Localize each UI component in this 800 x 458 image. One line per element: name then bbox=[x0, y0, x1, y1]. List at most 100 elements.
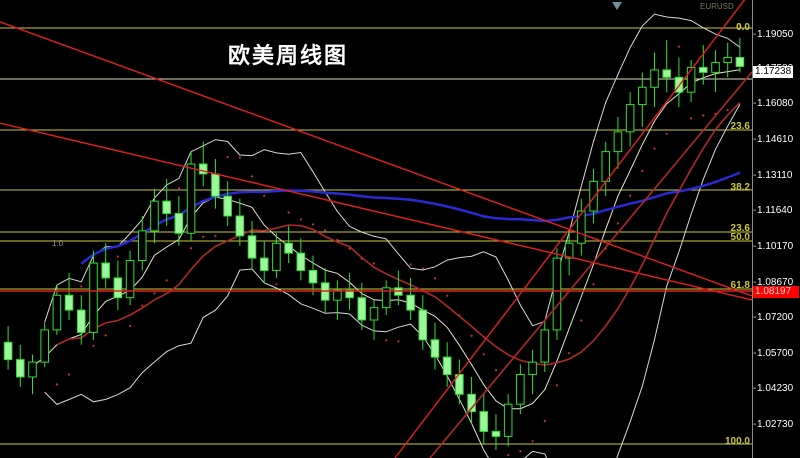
candlestick[interactable] bbox=[28, 354, 37, 395]
candle-body bbox=[64, 294, 74, 311]
candlestick[interactable] bbox=[552, 248, 562, 340]
candlestick[interactable] bbox=[89, 250, 98, 340]
candlestick[interactable] bbox=[589, 168, 598, 224]
candle-body bbox=[686, 66, 696, 93]
price-axis-tick-label: 1.16080 bbox=[757, 98, 794, 109]
candlestick[interactable] bbox=[40, 322, 49, 368]
candlestick[interactable] bbox=[308, 255, 318, 296]
candle-body bbox=[589, 180, 598, 212]
candlestick[interactable] bbox=[137, 216, 147, 271]
sar-dot bbox=[482, 353, 485, 356]
price-axis-tick-label: 1.19050 bbox=[757, 29, 794, 40]
candle-body bbox=[442, 356, 452, 375]
candlestick[interactable] bbox=[162, 178, 171, 226]
candlestick[interactable] bbox=[503, 394, 513, 447]
candlestick[interactable] bbox=[64, 272, 74, 320]
chart-canvas[interactable] bbox=[0, 0, 752, 458]
candlestick[interactable] bbox=[467, 376, 476, 424]
candlestick[interactable] bbox=[723, 42, 732, 78]
candlestick[interactable] bbox=[711, 50, 720, 93]
tick-dash-icon: - bbox=[753, 29, 757, 40]
sar-dot bbox=[92, 344, 95, 347]
candlestick[interactable] bbox=[369, 300, 379, 340]
sar-dot bbox=[202, 235, 205, 238]
candlestick[interactable] bbox=[125, 250, 135, 306]
candle-body bbox=[406, 294, 415, 311]
candlestick[interactable] bbox=[625, 92, 635, 147]
fibonacci-level-label: 61.8 bbox=[730, 280, 750, 291]
trendline-steep-ascending[interactable] bbox=[394, 0, 752, 458]
candlestick[interactable] bbox=[52, 285, 62, 335]
candlestick[interactable] bbox=[76, 295, 86, 345]
sar-dot bbox=[214, 234, 217, 237]
candlestick[interactable] bbox=[650, 52, 659, 108]
candlestick[interactable] bbox=[174, 196, 184, 246]
candlestick[interactable] bbox=[430, 322, 440, 370]
chart-plot-area[interactable] bbox=[0, 0, 752, 458]
candlestick[interactable] bbox=[16, 344, 25, 387]
candlestick[interactable] bbox=[699, 45, 708, 85]
candle-body bbox=[211, 173, 220, 197]
candlestick-series[interactable] bbox=[3, 37, 745, 450]
price-axis-tick: -1.04230 bbox=[753, 384, 800, 394]
sar-dot bbox=[507, 454, 510, 457]
candlestick[interactable] bbox=[150, 188, 159, 244]
candlestick[interactable] bbox=[223, 181, 232, 226]
candle-body bbox=[223, 195, 232, 217]
candlestick[interactable] bbox=[662, 40, 672, 93]
candlestick[interactable] bbox=[259, 240, 269, 283]
candlestick[interactable] bbox=[735, 37, 745, 73]
candle-body bbox=[162, 200, 171, 215]
tick-dash-icon: - bbox=[753, 383, 757, 394]
trendline-descending[interactable] bbox=[0, 20, 752, 297]
candlestick[interactable] bbox=[198, 141, 208, 187]
sar-dot bbox=[616, 222, 620, 225]
candlestick[interactable] bbox=[528, 349, 537, 395]
sar-dot bbox=[665, 132, 668, 135]
candlestick[interactable] bbox=[540, 320, 550, 372]
tick-dash-icon: - bbox=[753, 205, 757, 216]
candle-body bbox=[101, 262, 110, 279]
candlestick[interactable] bbox=[577, 198, 586, 256]
candlestick[interactable] bbox=[638, 72, 647, 127]
sar-dot bbox=[177, 187, 180, 190]
sar-dot bbox=[153, 292, 156, 295]
trendlines-group[interactable] bbox=[0, 0, 752, 458]
tick-dash-icon: - bbox=[753, 277, 757, 288]
parabolic-sar-dots bbox=[55, 24, 742, 457]
candlestick[interactable] bbox=[211, 159, 220, 209]
candlestick[interactable] bbox=[455, 359, 464, 405]
candlestick[interactable] bbox=[613, 116, 623, 169]
price-axis-tick-label: 1.08670 bbox=[757, 277, 794, 288]
candlestick[interactable] bbox=[381, 280, 391, 316]
candlestick[interactable] bbox=[272, 233, 281, 278]
price-axis-tick: -1.14610 bbox=[753, 135, 800, 145]
candlestick[interactable] bbox=[601, 141, 611, 197]
candlestick[interactable] bbox=[516, 364, 525, 415]
candle-body bbox=[137, 230, 147, 262]
candlestick[interactable] bbox=[491, 414, 501, 450]
candlestick[interactable] bbox=[235, 198, 245, 246]
candlestick[interactable] bbox=[247, 220, 257, 271]
candlestick[interactable] bbox=[113, 260, 123, 311]
sar-dot bbox=[116, 255, 119, 258]
candlestick[interactable] bbox=[418, 295, 428, 350]
trendline-support-ascending[interactable] bbox=[429, 71, 752, 458]
candlestick[interactable] bbox=[442, 342, 452, 387]
candlestick[interactable] bbox=[686, 60, 696, 103]
candlestick[interactable] bbox=[406, 277, 415, 320]
candlestick[interactable] bbox=[296, 238, 306, 281]
candlestick[interactable] bbox=[186, 151, 196, 241]
candlestick[interactable] bbox=[3, 326, 13, 370]
candle-body bbox=[150, 200, 159, 232]
candlestick[interactable] bbox=[284, 225, 293, 264]
bollinger-upper-band bbox=[44, 13, 741, 327]
candle-body bbox=[625, 104, 635, 133]
candlestick[interactable] bbox=[101, 243, 110, 288]
candlestick[interactable] bbox=[333, 280, 342, 320]
candle-body bbox=[699, 66, 708, 73]
candlestick[interactable] bbox=[564, 230, 574, 276]
trendline-ascending-major[interactable] bbox=[0, 122, 752, 301]
candlestick[interactable] bbox=[479, 394, 489, 444]
candlestick[interactable] bbox=[320, 268, 330, 313]
